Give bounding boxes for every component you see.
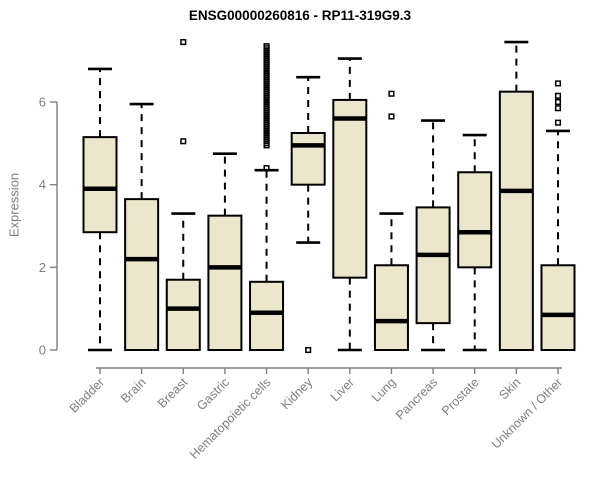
outlier-point bbox=[263, 43, 270, 50]
box-lung bbox=[373, 90, 409, 352]
box-rect bbox=[540, 264, 576, 352]
box-rect bbox=[457, 171, 493, 269]
x-tick-label: Kidney bbox=[278, 375, 315, 412]
x-tick-label: Prostate bbox=[439, 375, 482, 418]
outlier-point bbox=[554, 105, 562, 112]
y-tick-label: 4 bbox=[39, 177, 46, 192]
outlier-point bbox=[388, 90, 395, 97]
y-tick-label: 6 bbox=[39, 95, 46, 110]
box-rect bbox=[82, 136, 118, 234]
outlier-point bbox=[554, 80, 562, 87]
x-tick-label: Bladder bbox=[67, 375, 107, 415]
box-rect bbox=[207, 214, 243, 351]
box-rect bbox=[415, 206, 451, 325]
box-rect bbox=[373, 264, 409, 352]
x-tick-label: Hematopoietic cells bbox=[187, 375, 274, 462]
x-tick-label: Skin bbox=[496, 375, 523, 402]
box-rect bbox=[249, 280, 285, 351]
box-breast bbox=[165, 39, 201, 351]
box-liver bbox=[332, 57, 368, 352]
box-rect bbox=[498, 90, 534, 351]
box-rect bbox=[290, 132, 326, 186]
box-prostate bbox=[457, 133, 493, 352]
x-tick-label: Gastric bbox=[194, 375, 232, 413]
y-tick-label: 0 bbox=[39, 343, 46, 358]
outlier-point bbox=[554, 98, 562, 106]
box-hematopoietic-cells bbox=[249, 43, 285, 351]
box-rect bbox=[332, 98, 368, 279]
box-brain bbox=[124, 102, 160, 351]
x-tick-label: Lung bbox=[369, 375, 399, 405]
chart-title: ENSG00000260816 - RP11-319G9.3 bbox=[188, 8, 412, 23]
box-gastric bbox=[207, 152, 243, 351]
box-rect bbox=[165, 278, 201, 351]
x-tick-label: Liver bbox=[328, 375, 357, 404]
box-bladder bbox=[82, 67, 118, 352]
outlier-point bbox=[305, 346, 312, 354]
outlier-point bbox=[554, 92, 562, 99]
x-tick-label: Brain bbox=[118, 375, 149, 406]
outlier-point bbox=[554, 119, 562, 126]
x-tick-label: Pancreas bbox=[393, 375, 440, 422]
box-rect bbox=[124, 198, 160, 351]
x-tick-label: Unknown / Other bbox=[489, 375, 565, 451]
box-skin bbox=[498, 40, 534, 351]
outlier-point bbox=[180, 138, 187, 145]
outlier-point bbox=[388, 113, 395, 120]
box-unknown-other bbox=[540, 80, 576, 352]
outlier-point bbox=[180, 39, 187, 46]
y-tick-label: 2 bbox=[39, 260, 46, 275]
box-kidney bbox=[290, 75, 326, 354]
box-pancreas bbox=[415, 119, 451, 352]
x-tick-label: Breast bbox=[155, 375, 191, 411]
y-axis: 0 2 4 6 bbox=[39, 95, 58, 358]
outlier-point bbox=[263, 165, 270, 172]
